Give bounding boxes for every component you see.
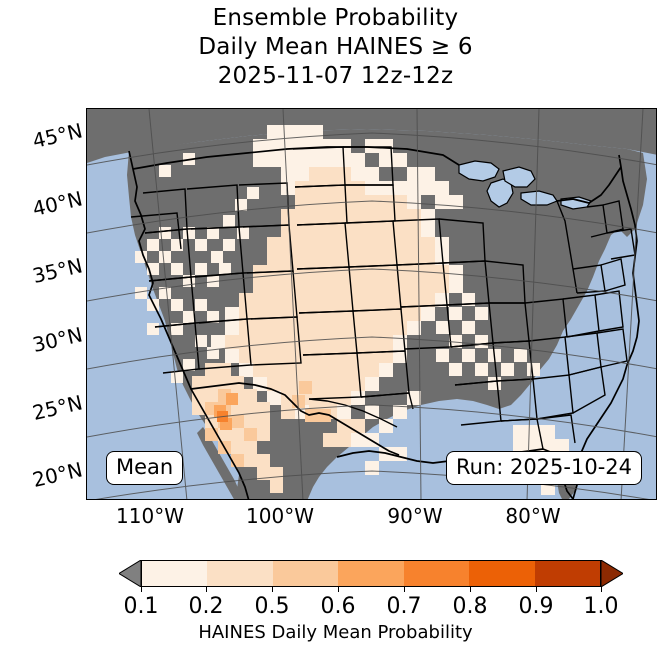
lon-label-90w: 90°W bbox=[387, 504, 443, 528]
colorbar-segment-5 bbox=[403, 561, 470, 586]
colorbar-gradient bbox=[141, 560, 601, 587]
great-lakes bbox=[458, 160, 592, 210]
colorbar-over-arrow bbox=[601, 560, 623, 587]
colorbar[interactable]: 0.1 0.2 0.5 0.6 0.7 0.8 0.9 1.0 HAINES D… bbox=[0, 556, 671, 656]
colorbar-tick-label-0: 0.1 bbox=[123, 594, 159, 619]
run-label-text: Run: 2025-10-24 bbox=[455, 455, 632, 479]
title-line-3: 2025-11-07 12z-12z bbox=[217, 63, 454, 89]
title-line-1: Ensemble Probability bbox=[212, 5, 459, 31]
colorbar-tick bbox=[338, 587, 339, 592]
colorbar-tick-label-5: 0.8 bbox=[452, 594, 488, 619]
colorbar-tick bbox=[601, 587, 602, 592]
colorbar-tick-label-3: 0.6 bbox=[320, 594, 356, 619]
map-canvas[interactable] bbox=[87, 109, 656, 499]
colorbar-segment-3 bbox=[272, 561, 339, 586]
colorbar-tick bbox=[272, 587, 273, 592]
graticule-gridlines bbox=[87, 109, 656, 499]
colorbar-segment-6 bbox=[469, 561, 535, 586]
colorbar-tick bbox=[206, 587, 207, 592]
colorbar-tick bbox=[404, 587, 405, 592]
colorbar-tick bbox=[470, 587, 471, 592]
page-title: Ensemble Probability Daily Mean HAINES ≥… bbox=[0, 4, 671, 91]
colorbar-segment-7 bbox=[534, 561, 600, 586]
run-label-box: Run: 2025-10-24 bbox=[445, 451, 642, 485]
colorbar-tick-label-2: 0.5 bbox=[254, 594, 290, 619]
title-line-2: Daily Mean HAINES ≥ 6 bbox=[198, 34, 473, 60]
lat-label-25n: 25°N bbox=[30, 390, 85, 426]
colorbar-tick-label-1: 0.2 bbox=[188, 594, 224, 619]
map-graphic bbox=[87, 109, 656, 499]
lon-label-80w: 80°W bbox=[505, 504, 561, 528]
colorbar-tick-label-7: 1.0 bbox=[583, 594, 619, 619]
lon-label-110w: 110°W bbox=[116, 504, 184, 528]
lat-label-40n: 40°N bbox=[30, 186, 85, 222]
map-panel[interactable]: Mean Run: 2025-10-24 bbox=[86, 108, 657, 500]
lat-label-30n: 30°N bbox=[30, 322, 85, 358]
colorbar-under-arrow bbox=[119, 560, 141, 587]
statistic-label-text: Mean bbox=[116, 455, 174, 479]
colorbar-tick-label-4: 0.7 bbox=[386, 594, 422, 619]
colorbar-tick bbox=[141, 587, 142, 592]
colorbar-segment-4 bbox=[338, 561, 404, 586]
colorbar-tick-label-6: 0.9 bbox=[518, 594, 554, 619]
probability-field-texas bbox=[281, 377, 421, 475]
lat-label-45n: 45°N bbox=[30, 118, 85, 154]
colorbar-tick bbox=[536, 587, 537, 592]
colorbar-axis-label: HAINES Daily Mean Probability bbox=[198, 622, 473, 643]
lon-label-100w: 100°W bbox=[246, 504, 314, 528]
lat-label-35n: 35°N bbox=[30, 253, 85, 289]
colorbar-segment-2 bbox=[207, 561, 273, 586]
probability-field-great-basin bbox=[135, 153, 259, 383]
state-boundaries bbox=[130, 146, 636, 450]
colorbar-segment-1 bbox=[142, 561, 208, 586]
statistic-label-box: Mean bbox=[106, 451, 184, 485]
lat-label-20n: 20°N bbox=[30, 457, 85, 493]
